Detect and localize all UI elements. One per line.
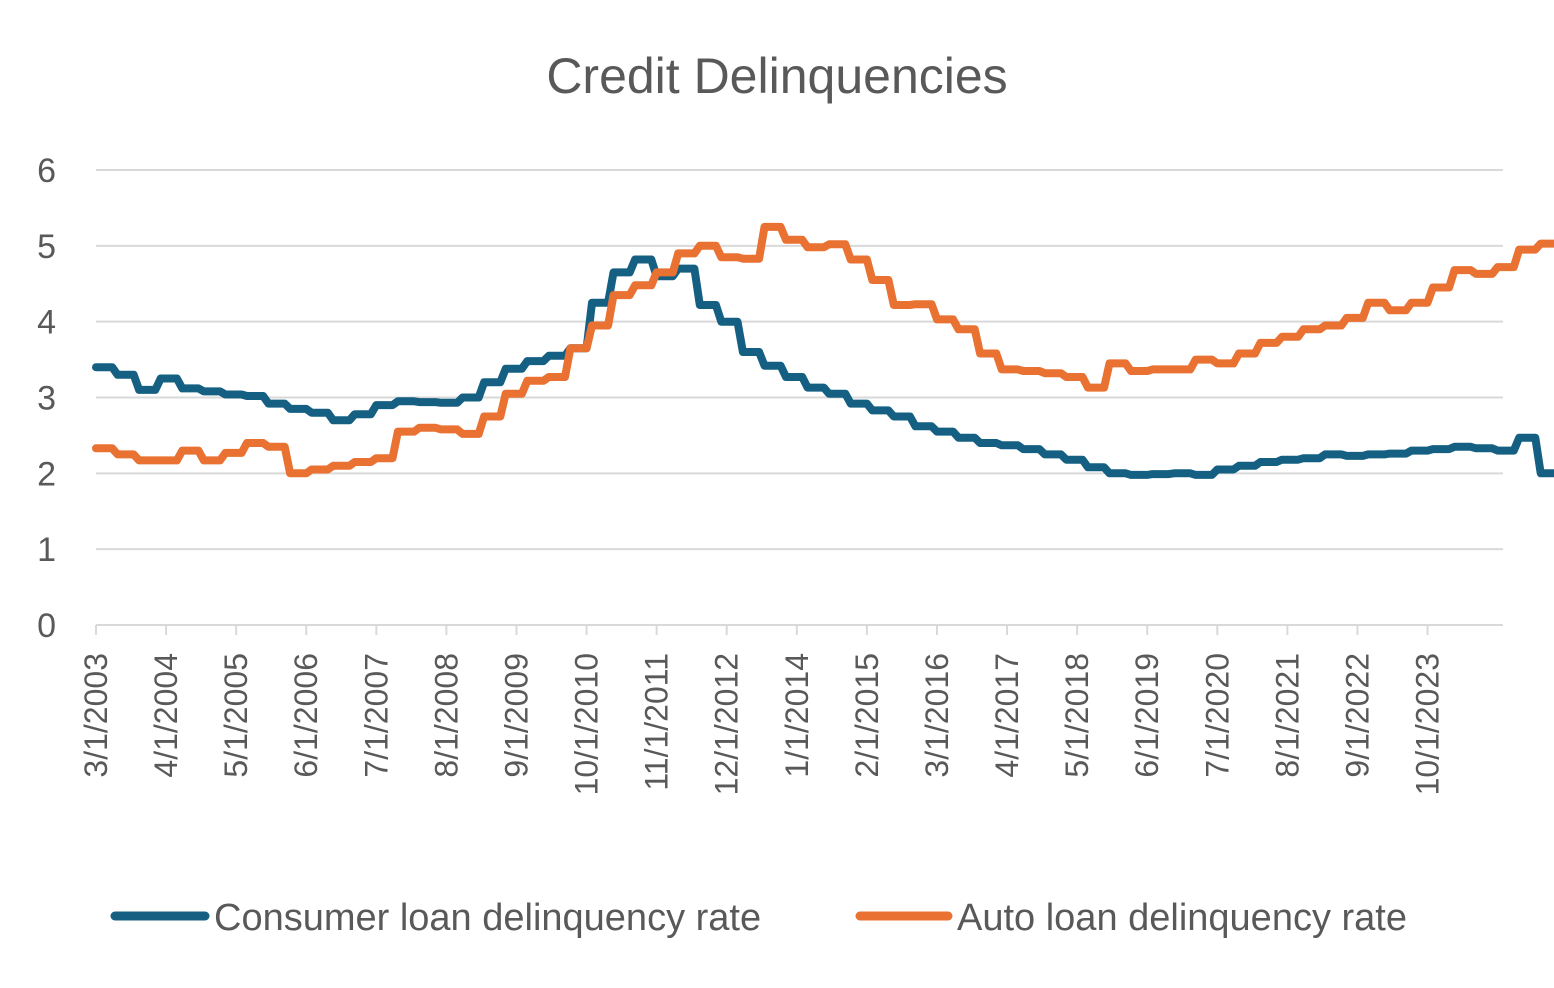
x-tick-label: 2/1/2015 (849, 653, 885, 778)
series-line-0 (92, 255, 1554, 479)
legend-label-auto: Auto loan delinquency rate (957, 897, 1407, 939)
legend-label-consumer: Consumer loan delinquency rate (214, 897, 761, 939)
x-tick-label: 12/1/2012 (709, 653, 745, 795)
x-tick-label: 3/1/2003 (78, 653, 114, 778)
x-tick-label: 5/1/2018 (1059, 653, 1095, 778)
legend: Consumer loan delinquency rate Auto loan… (110, 897, 1407, 939)
series-line-1 (92, 222, 1554, 478)
x-tick-label: 5/1/2005 (218, 653, 254, 778)
x-tick-label: 7/1/2020 (1199, 653, 1235, 778)
y-tick-label: 0 (37, 607, 56, 645)
y-tick-label: 4 (37, 304, 56, 342)
x-tick-label: 11/1/2011 (639, 653, 675, 791)
y-tick-label: 5 (37, 228, 56, 266)
y-axis-ticks: 0 1 2 3 4 5 6 (37, 152, 56, 645)
x-tick-label: 9/1/2009 (498, 653, 534, 778)
y-tick-label: 3 (37, 380, 56, 418)
x-tick-label: 10/1/2023 (1410, 653, 1446, 795)
gridlines (96, 169, 1503, 551)
x-tick-label: 3/1/2016 (919, 653, 955, 778)
x-tick-label: 9/1/2022 (1339, 653, 1375, 778)
x-tick-label: 4/1/2017 (989, 653, 1025, 778)
series-lines (92, 222, 1554, 479)
x-tick-label: 6/1/2006 (288, 653, 324, 778)
y-tick-label: 6 (37, 152, 56, 190)
x-tick-label: 8/1/2008 (428, 653, 464, 778)
y-tick-label: 1 (37, 531, 56, 569)
x-axis: 3/1/2003 4/1/2004 5/1/2005 6/1/2006 7/1/2007… (78, 624, 1503, 795)
x-tick-label: 8/1/2021 (1269, 653, 1305, 778)
chart-title: Credit Delinquencies (546, 48, 1007, 104)
y-tick-label: 2 (37, 455, 56, 493)
x-tick-label: 7/1/2007 (358, 653, 394, 778)
x-tick-label: 1/1/2014 (779, 653, 815, 778)
x-tick-label: 10/1/2010 (569, 653, 605, 795)
x-tick-label: 4/1/2004 (148, 653, 184, 778)
x-tick-label: 6/1/2019 (1129, 653, 1165, 778)
